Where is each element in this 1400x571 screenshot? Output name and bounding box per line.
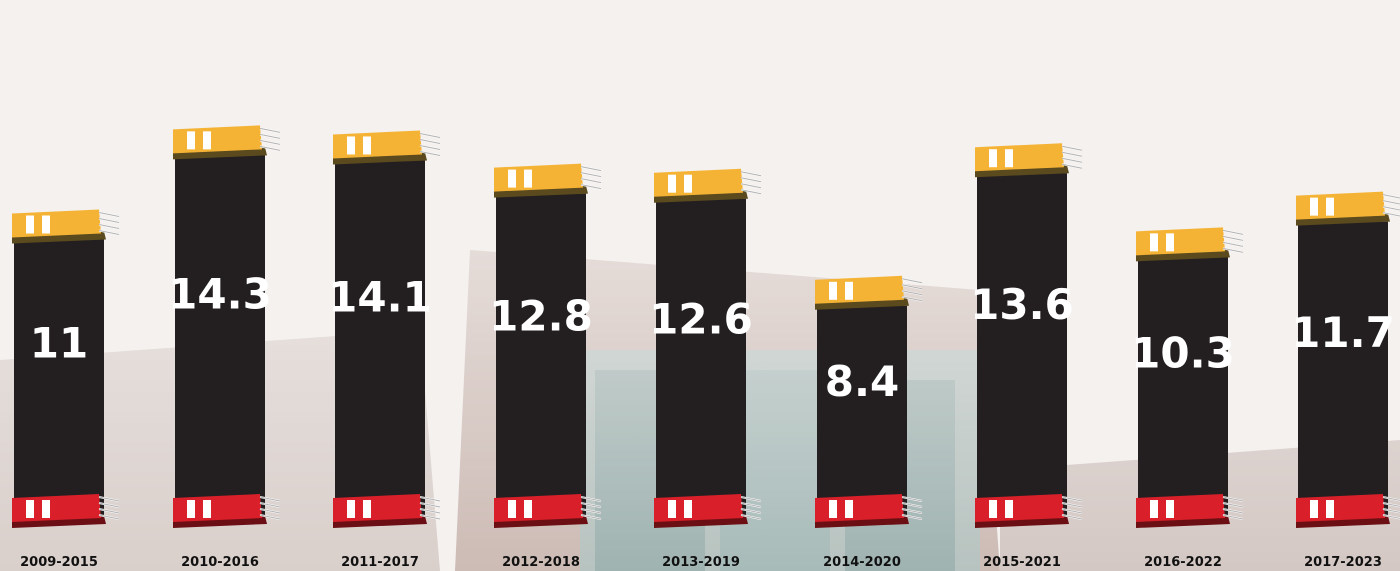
top-book-icon	[654, 168, 762, 203]
bar-value-label: 11	[30, 318, 88, 367]
top-book-icon	[12, 209, 120, 244]
category-label: 2011-2017	[341, 555, 419, 570]
bottom-book-icon	[975, 494, 1083, 528]
bar-value-label: 13.6	[970, 280, 1074, 329]
category-label: 2013-2019	[662, 555, 740, 570]
bar-2010-2016	[175, 155, 265, 520]
category-label: 2009-2015	[20, 555, 98, 570]
category-label: 2015-2021	[983, 555, 1061, 570]
bar-value-label: 11.7	[1291, 308, 1395, 357]
top-book-icon	[1296, 191, 1400, 226]
bottom-book-icon	[1296, 494, 1400, 528]
bar-2012-2018	[496, 193, 586, 520]
top-book-icon	[1136, 227, 1244, 262]
bottom-book-icon	[12, 494, 120, 528]
bottom-book-icon	[1136, 494, 1244, 528]
bottom-book-icon	[333, 494, 441, 528]
category-label: 2014-2020	[823, 555, 901, 570]
category-label: 2016-2022	[1144, 555, 1222, 570]
bars-group: 11 14.3 14.1 12.8 12.6 8.4 13.6 10.3 11.7	[12, 125, 1400, 528]
bar-value-label: 12.6	[649, 295, 753, 344]
bar-value-label: 14.1	[328, 272, 432, 321]
bottom-book-icon	[815, 494, 923, 528]
top-book-icon	[815, 275, 923, 310]
category-label: 2017-2023	[1304, 555, 1382, 570]
top-book-icon	[494, 163, 602, 198]
bar-2009-2015	[14, 239, 104, 520]
bottom-book-icon	[173, 494, 281, 528]
bar-2014-2020	[817, 305, 907, 520]
top-book-icon	[975, 143, 1083, 178]
top-book-icon	[173, 125, 281, 160]
category-label: 2012-2018	[502, 555, 580, 570]
category-labels-group: 2009-2015 2010-2016 2011-2017 2012-2018 2013…	[20, 555, 1382, 570]
bar-2013-2019	[656, 198, 746, 520]
bar-2015-2021	[977, 173, 1067, 520]
bar-value-label: 14.3	[168, 270, 272, 319]
bottom-book-icon	[654, 494, 762, 528]
bar-2017-2023	[1298, 221, 1388, 520]
category-label: 2010-2016	[181, 555, 259, 570]
bottom-book-icon	[494, 494, 602, 528]
bar-2011-2017	[335, 160, 425, 520]
bar-value-label: 8.4	[825, 357, 899, 406]
bar-2016-2022	[1138, 257, 1228, 520]
bar-value-label: 12.8	[489, 292, 593, 341]
bar-value-label: 10.3	[1131, 329, 1235, 378]
top-book-icon	[333, 130, 441, 165]
